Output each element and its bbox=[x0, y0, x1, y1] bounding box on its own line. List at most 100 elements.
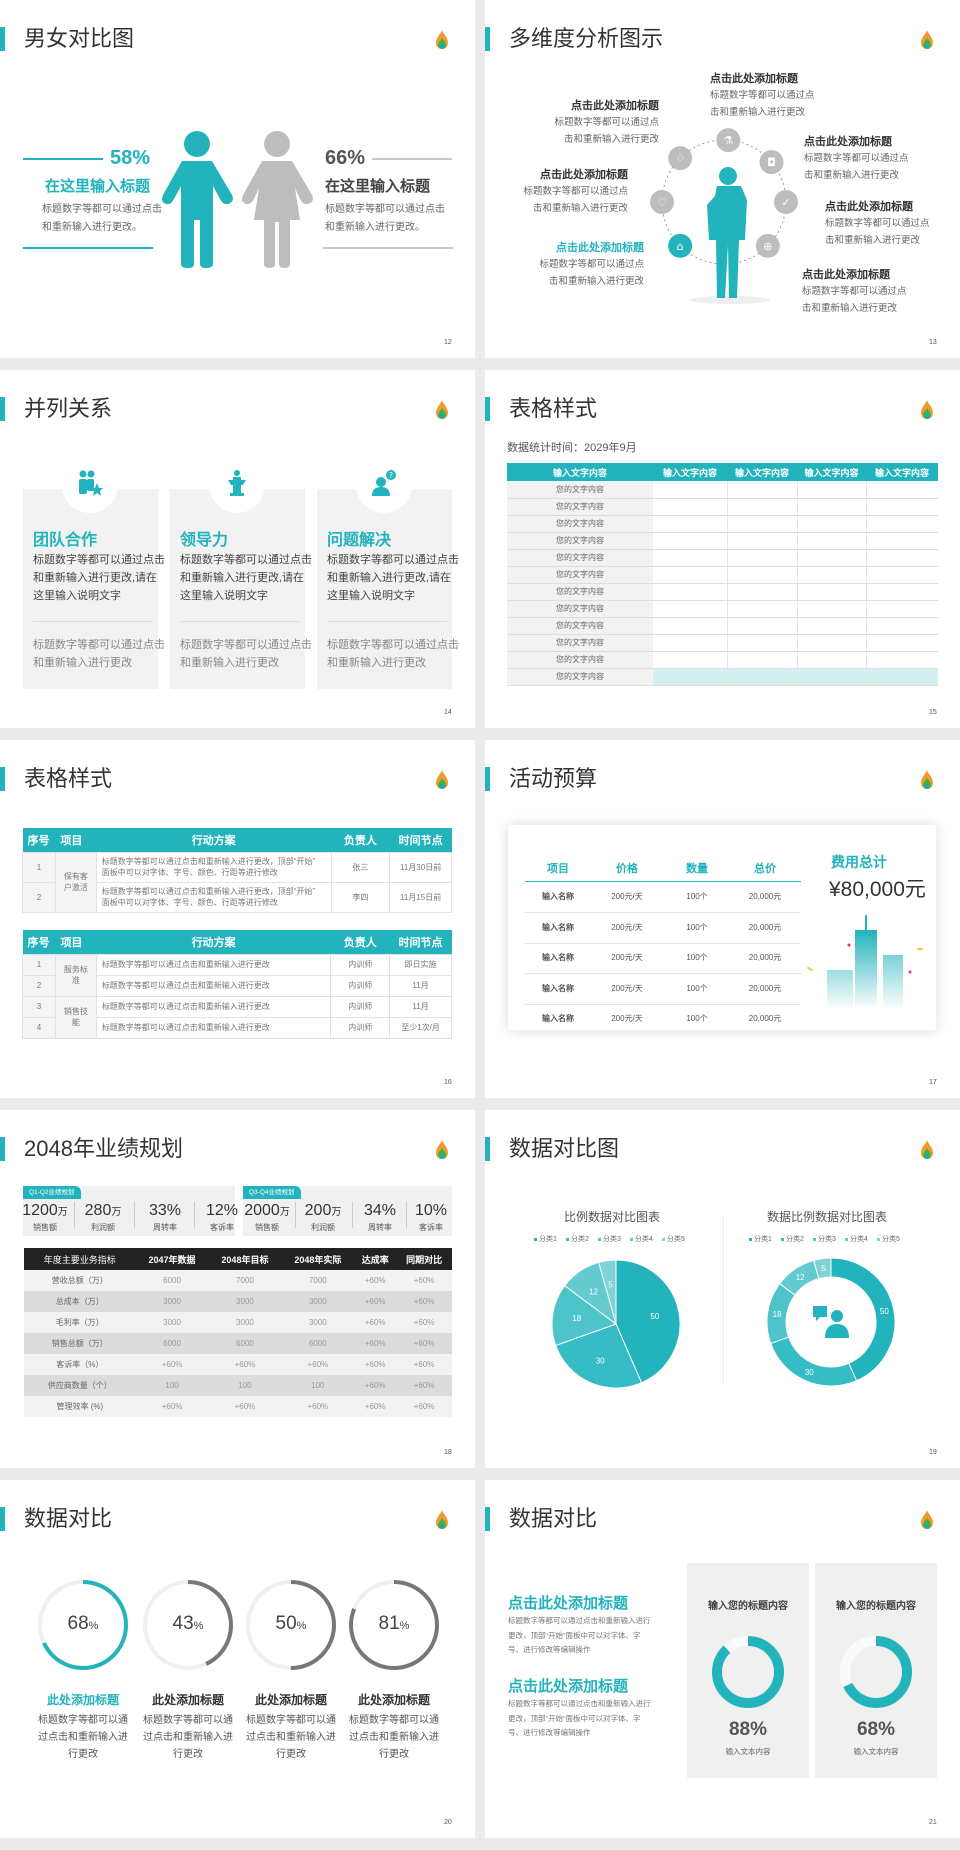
row-number: 3 bbox=[22, 995, 56, 1018]
logo bbox=[436, 1510, 448, 1529]
column-header: 2048年目标 bbox=[208, 1248, 282, 1270]
slide-18[interactable]: 2048年业绩规划 18 Q1-Q2业绩规划 1200万 销售额 280万 利润额 33%… bbox=[0, 1110, 475, 1468]
table-cell[interactable] bbox=[726, 600, 797, 618]
slide-12[interactable]: 男女对比图 58% 在这里输入标题 标题数字等都可以通过点击 和重新输入进行更改… bbox=[0, 0, 475, 358]
slide-14[interactable]: 并列关系 14 团队合作 标题数字等都可以通过点击 和重新输入进行更改,请在 这里输入… bbox=[0, 370, 475, 728]
table-cell[interactable] bbox=[653, 566, 727, 584]
slice-label: 5 bbox=[608, 1281, 613, 1290]
card-desc: 标题数字等都可以通过点击 bbox=[33, 554, 165, 566]
table-cell[interactable] bbox=[726, 651, 797, 669]
table-cell[interactable] bbox=[726, 481, 797, 499]
table-row: 您的文字内容 bbox=[507, 634, 938, 652]
slide-13[interactable]: 多维度分析图示 ⚗ ♢ ♡ ⌂ ◘ ✓ ⊕ 13 点击此处添加标题 标题数字等都可以通过点 击和… bbox=[485, 0, 960, 358]
legend-label: 分类2 bbox=[571, 1236, 589, 1243]
percent-value: 43 bbox=[172, 1613, 194, 1634]
row-label: 您的文字内容 bbox=[507, 600, 653, 618]
slide-15[interactable]: 表格样式 数据统计时间：2029年9月 15 输入文字内容 输入文字内容 输入文字内… bbox=[485, 370, 960, 728]
table-cell: 100个 bbox=[686, 922, 708, 932]
table-cell[interactable] bbox=[726, 634, 797, 652]
table-cell[interactable] bbox=[865, 617, 938, 635]
table-cell[interactable] bbox=[796, 583, 866, 601]
table-cell: +60% bbox=[354, 1270, 397, 1291]
table-cell[interactable] bbox=[653, 651, 727, 669]
block-desc: 更改，顶部“开始”面板中可以对字体、字 bbox=[508, 1630, 641, 1640]
table-cell[interactable] bbox=[726, 668, 797, 686]
item-title: 点击此处添加标题 bbox=[556, 242, 644, 254]
slide-17[interactable]: 活动预算 费用总计 ¥80,000元 17 项目 价格 数量 总价 输入名称 200元/天… bbox=[485, 740, 960, 1098]
table-cell[interactable] bbox=[796, 651, 866, 669]
stat-divider bbox=[295, 1202, 296, 1228]
table-cell: 7000 bbox=[208, 1270, 282, 1291]
metric-name: 管理效率 (%) bbox=[24, 1396, 136, 1417]
item-title: 点击此处添加标题 bbox=[710, 73, 798, 85]
table-cell[interactable] bbox=[726, 617, 797, 635]
slide-19[interactable]: 数据对比图 50 30 18 12 5 50 30 18 12 5 19 比例数据对比图表 分类1 分… bbox=[485, 1110, 960, 1468]
chart-title: 比例数据对比图表 bbox=[563, 1210, 660, 1224]
table-cell[interactable] bbox=[796, 617, 866, 635]
table-cell: 100个 bbox=[686, 983, 708, 993]
table-cell: 100个 bbox=[686, 892, 708, 901]
plan-line: 标题数字等都可以通过点击和重新输入进行更改 bbox=[101, 960, 270, 969]
table-cell[interactable] bbox=[653, 532, 727, 550]
table-cell[interactable] bbox=[865, 515, 938, 533]
table-cell[interactable] bbox=[726, 498, 797, 516]
column-header: 2047年数据 bbox=[135, 1248, 209, 1270]
table-cell: 6000 bbox=[281, 1333, 355, 1354]
table-cell[interactable] bbox=[865, 668, 938, 686]
column-header: 负责人 bbox=[330, 930, 390, 954]
table-cell[interactable] bbox=[653, 498, 727, 516]
table-cell[interactable] bbox=[796, 600, 866, 618]
logo bbox=[921, 1510, 933, 1529]
table-cell[interactable] bbox=[653, 600, 727, 618]
table-cell[interactable] bbox=[796, 498, 866, 516]
table-cell[interactable] bbox=[726, 515, 797, 533]
slide-title: 多维度分析图示 bbox=[509, 26, 664, 51]
table-cell[interactable] bbox=[653, 617, 727, 635]
table-cell[interactable] bbox=[653, 549, 727, 567]
table-cell[interactable] bbox=[865, 600, 938, 618]
slide-16[interactable]: 表格样式 16 序号 项目 行动方案 负责人 时间节点 1 保有客户激活 标题数字等都可以通过… bbox=[0, 740, 475, 1098]
table-cell[interactable] bbox=[865, 532, 938, 550]
time-cell: 11月 bbox=[389, 974, 452, 997]
chart-title: 数据比例数据对比图表 bbox=[766, 1210, 887, 1224]
table-cell[interactable] bbox=[796, 549, 866, 567]
table-cell[interactable] bbox=[865, 498, 938, 516]
icon-circle bbox=[668, 233, 693, 258]
table-cell[interactable] bbox=[796, 668, 866, 686]
slice-label: 12 bbox=[589, 1287, 598, 1296]
slide-21[interactable]: 数据对比 21 点击此处添加标题 标题数字等都可以通过点击和重新输入进行 更改，顶部… bbox=[485, 1480, 960, 1838]
table-cell[interactable] bbox=[796, 634, 866, 652]
table-cell[interactable] bbox=[653, 515, 727, 533]
ring-title: 此处添加标题 bbox=[254, 1693, 327, 1707]
table-cell: +60% bbox=[208, 1354, 282, 1375]
table-cell[interactable] bbox=[865, 566, 938, 584]
slide-20[interactable]: 数据对比 20 68% 此处添加标题 标题数字等都可以通 过点击和重新输入进 行更改 43… bbox=[0, 1480, 475, 1838]
table-cell[interactable] bbox=[865, 481, 938, 499]
table-cell[interactable] bbox=[653, 668, 727, 686]
table-cell[interactable] bbox=[653, 583, 727, 601]
table-cell[interactable] bbox=[726, 532, 797, 550]
table-cell[interactable] bbox=[865, 651, 938, 669]
table-cell[interactable] bbox=[865, 583, 938, 601]
slice-label: 18 bbox=[572, 1314, 581, 1323]
legend-marker bbox=[781, 1238, 784, 1241]
table-cell[interactable] bbox=[653, 481, 727, 499]
table-cell[interactable] bbox=[726, 549, 797, 567]
item-line: 标题数字等都可以通过点 bbox=[802, 286, 907, 297]
title-accent-bar bbox=[0, 1137, 5, 1161]
table-cell: +60% bbox=[281, 1396, 355, 1417]
plan-line: 标题数字等都可以通过点击和重新输入进行更改，顶部“开始” bbox=[101, 887, 316, 896]
table-cell[interactable] bbox=[796, 532, 866, 550]
stat-value: 280万 bbox=[73, 1202, 133, 1220]
table-cell[interactable] bbox=[726, 566, 797, 584]
table-cell[interactable] bbox=[865, 634, 938, 652]
table-cell[interactable] bbox=[653, 634, 727, 652]
table-cell[interactable] bbox=[865, 549, 938, 567]
table-cell[interactable] bbox=[726, 583, 797, 601]
table-cell[interactable] bbox=[796, 515, 866, 533]
table-cell[interactable] bbox=[796, 481, 866, 499]
stat-number: 200 bbox=[304, 1202, 332, 1219]
row-divider bbox=[525, 973, 801, 974]
table-cell[interactable] bbox=[796, 566, 866, 584]
table-row: 总成本（万） 3000 3000 3000 +60% +60% bbox=[24, 1291, 452, 1312]
